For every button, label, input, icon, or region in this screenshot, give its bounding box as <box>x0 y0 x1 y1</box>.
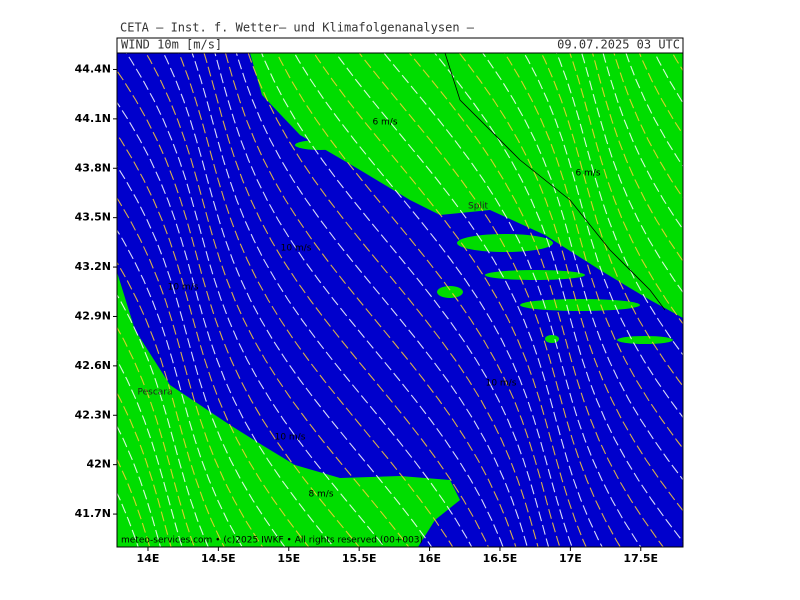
streamline <box>117 358 183 547</box>
lat-tick-label: 42.9N <box>75 309 111 322</box>
streamline <box>482 53 683 481</box>
place-label: Pescara <box>137 388 172 398</box>
streamline <box>671 53 683 72</box>
streamline <box>125 53 386 547</box>
streamline <box>555 53 683 356</box>
streamline <box>214 53 504 547</box>
streamline <box>117 229 243 547</box>
streamline <box>261 53 550 547</box>
streamline <box>503 53 683 450</box>
streamline <box>383 53 642 547</box>
island <box>457 234 553 252</box>
lat-tick-label: 42.6N <box>75 359 111 372</box>
island <box>300 79 360 91</box>
valid-time: 09.07.2025 03 UTC <box>557 38 680 52</box>
footer: meteo-services.com • (c)2025 IWKF • All … <box>121 536 423 546</box>
streamline <box>684 40 800 560</box>
lon-tick-label: 14.5E <box>201 552 236 565</box>
streamline <box>591 53 683 262</box>
streamline <box>235 53 528 547</box>
lat-tick-label: 42.3N <box>75 408 111 421</box>
streamline <box>625 53 683 168</box>
lat-tick-label: 43.5N <box>75 211 111 224</box>
balkan-land <box>250 53 683 318</box>
streamline <box>728 40 800 560</box>
streamline <box>162 53 433 547</box>
streamline <box>358 53 622 547</box>
institute-title: CETA — Inst. f. Wetter— und Klimafolgena… <box>120 21 475 35</box>
island <box>520 299 640 311</box>
island <box>617 336 673 344</box>
streamline <box>433 53 683 543</box>
lon-tick-label: 16E <box>418 552 441 565</box>
lon-tick-label: 15.5E <box>342 552 377 565</box>
streamline <box>203 53 489 547</box>
streamline <box>540 53 683 388</box>
contour-label: 6 m/s <box>372 118 397 128</box>
lat-tick-label: 42N <box>86 458 111 471</box>
contour-label: 10 m/s <box>486 379 517 389</box>
island <box>295 140 345 150</box>
streamline <box>602 53 683 231</box>
lon-tick-label: 17.5E <box>623 552 658 565</box>
streamline <box>408 53 664 547</box>
lon-tick-label: 16.5E <box>483 552 518 565</box>
axes: 44.4N 44.1N 43.8N 43.5N 43.2N 42.9N 42.6N 42.3N… <box>75 62 658 565</box>
island <box>485 270 585 280</box>
lat-tick-label: 44.1N <box>75 112 111 125</box>
field-title: WIND 10m [m/s] <box>121 38 222 52</box>
streamline <box>117 425 161 547</box>
streamline <box>117 326 195 547</box>
contour-label: 10 m/s <box>168 283 199 293</box>
streamline <box>117 69 360 547</box>
streamline <box>224 53 517 547</box>
map-frame <box>116 52 684 548</box>
border <box>444 53 666 311</box>
streamline <box>178 53 454 547</box>
place-label: Split <box>468 202 488 212</box>
map-area: 6 m/s 6 m/s 10 m/s 10 m/s 10 m/s 10 m/s … <box>117 40 800 560</box>
contour-label: 8 m/s <box>308 490 333 500</box>
lat-tick-label: 43.8N <box>75 161 111 174</box>
streamline <box>705 40 800 560</box>
streamline <box>117 197 264 547</box>
streamline <box>293 53 573 547</box>
streamline <box>117 261 225 547</box>
streamline <box>569 53 683 325</box>
lat-tick-label: 41.7N <box>75 507 111 520</box>
streamline <box>458 53 683 512</box>
streamline <box>313 53 587 547</box>
lon-tick-label: 15E <box>277 552 300 565</box>
lat-tick-label: 43.2N <box>75 260 111 273</box>
italy-land <box>117 272 460 547</box>
streamline <box>752 40 800 560</box>
contour-label: 10 m/s <box>275 433 306 443</box>
streamline <box>581 53 683 294</box>
streamline <box>117 165 286 547</box>
streamline <box>276 53 561 547</box>
streamline <box>523 53 683 419</box>
streamlines <box>117 40 800 560</box>
lat-tick-label: 44.4N <box>75 62 111 75</box>
streamline <box>117 101 335 547</box>
streamline <box>191 53 473 547</box>
streamline <box>145 53 410 547</box>
island <box>545 335 559 343</box>
lon-tick-label: 17E <box>559 552 582 565</box>
contour-label: 10 m/s <box>281 244 312 254</box>
streamline <box>247 53 539 547</box>
lon-tick-label: 14E <box>137 552 160 565</box>
contour-label: 6 m/s <box>575 169 600 179</box>
streamline <box>335 53 603 547</box>
island <box>437 286 463 298</box>
